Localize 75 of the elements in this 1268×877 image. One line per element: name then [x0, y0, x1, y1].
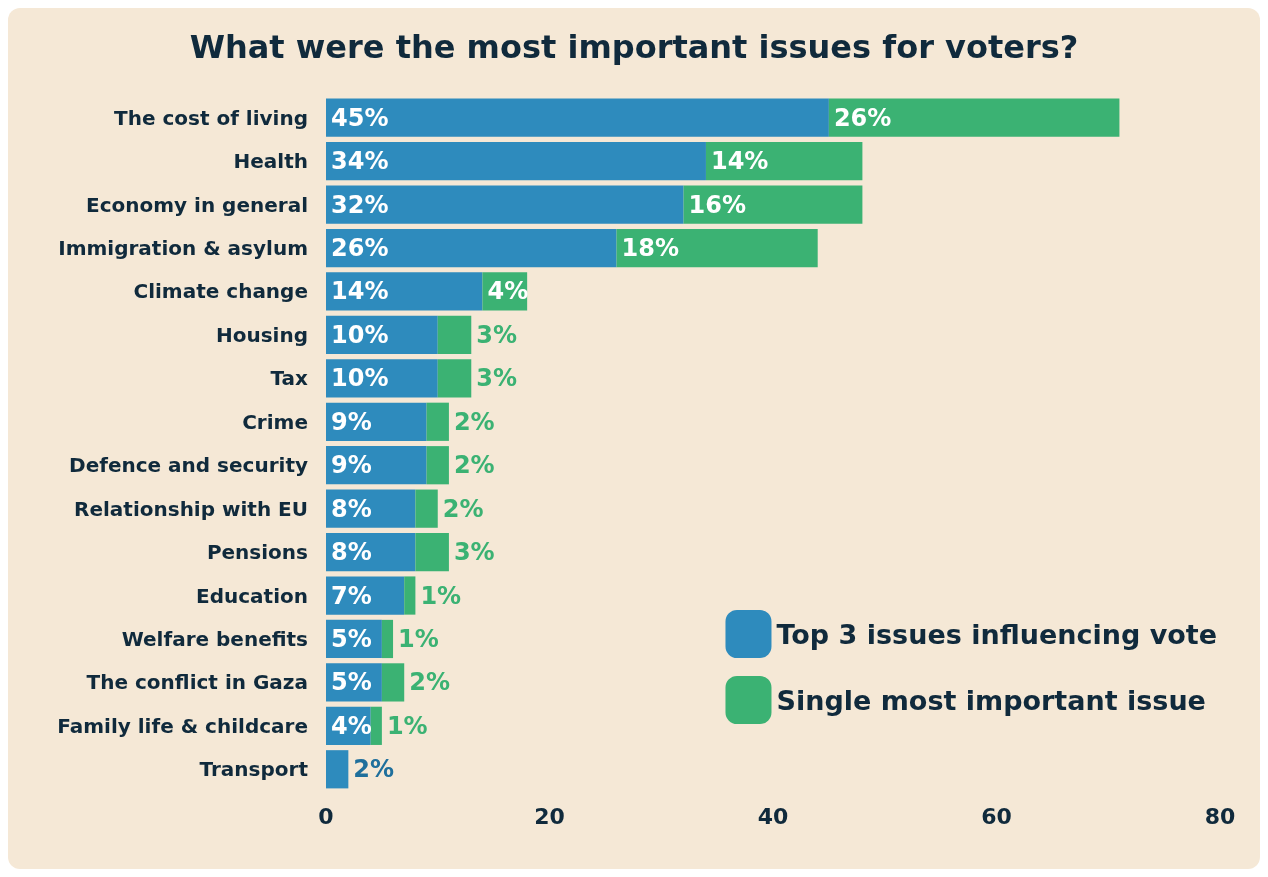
y-tick-label: Relationship with EU [74, 496, 308, 521]
data-label: 2% [353, 755, 395, 784]
x-tick-label: 20 [534, 803, 565, 829]
data-label: 2% [453, 407, 495, 436]
data-label: 4% [331, 711, 372, 740]
data-label: 3% [476, 320, 518, 349]
y-tick-label: Health [233, 149, 308, 174]
data-label: 10% [331, 320, 389, 349]
bar [616, 228, 818, 268]
bar [437, 315, 472, 355]
x-tick-label: 0 [318, 803, 334, 829]
data-label: 8% [331, 538, 372, 567]
y-tick-label: Economy in general [85, 192, 308, 217]
bar [415, 532, 449, 572]
data-label: 14% [710, 147, 769, 176]
data-label: 2% [453, 451, 495, 480]
bar [705, 142, 863, 181]
data-label: 3% [453, 538, 495, 567]
bar [370, 706, 382, 745]
bar [415, 489, 438, 528]
legend-label: Top 3 issues influencing vote [776, 618, 1218, 650]
data-label: 3% [476, 364, 518, 393]
y-tick-label: The conflict in Gaza [86, 670, 308, 695]
data-label: 34% [331, 147, 389, 176]
y-tick-label: Climate change [133, 279, 308, 304]
data-label: 5% [331, 624, 372, 653]
bar [381, 663, 405, 702]
data-label: 1% [386, 711, 428, 740]
x-tick-label: 40 [757, 803, 789, 829]
legend-label: Single most important issue [776, 684, 1206, 716]
bar [326, 185, 684, 224]
bar [437, 359, 472, 398]
data-label: 10% [331, 364, 389, 393]
y-tick-label: Pensions [206, 540, 308, 565]
bar [683, 185, 863, 224]
bar [426, 402, 449, 441]
data-label: 7% [331, 581, 372, 610]
bar [326, 142, 706, 181]
data-label: 2% [442, 494, 484, 523]
data-label: 14% [331, 277, 389, 306]
data-label: 16% [688, 190, 747, 219]
y-tick-label: Tax [270, 366, 309, 391]
x-tick-label: 80 [1204, 803, 1236, 829]
bar [426, 446, 449, 485]
bar [326, 228, 617, 268]
data-label: 45% [331, 103, 389, 132]
y-tick-label: Crime [242, 409, 308, 434]
data-label: 26% [331, 234, 389, 263]
y-tick-label: Education [196, 583, 308, 608]
chart-title: What were the most important issues for voters? [189, 28, 1079, 66]
data-label: 2% [409, 668, 450, 697]
x-tick-label: 60 [981, 803, 1012, 829]
bar [326, 272, 483, 311]
bar [404, 576, 416, 615]
data-label: 32% [331, 190, 389, 219]
y-tick-label: Welfare benefits [121, 626, 308, 651]
y-tick-label: The cost of living [114, 105, 308, 130]
data-label: 1% [398, 624, 439, 653]
bar [381, 619, 394, 659]
y-tick-label: Defence and security [69, 453, 308, 478]
data-label: 5% [331, 668, 372, 697]
bar [326, 576, 405, 615]
y-tick-label: Housing [215, 322, 308, 347]
data-label: 26% [833, 103, 892, 132]
bar [828, 98, 1120, 137]
data-label: 9% [331, 451, 372, 480]
data-label: 18% [621, 234, 679, 263]
y-tick-label: Immigration & asylum [58, 236, 308, 261]
data-label: 8% [331, 494, 372, 523]
y-tick-label: Family life & childcare [57, 713, 308, 738]
bar [326, 98, 829, 137]
data-label: 9% [331, 407, 372, 436]
y-tick-label: Transport [199, 757, 309, 782]
data-label: 1% [420, 581, 462, 610]
bar [326, 750, 349, 789]
